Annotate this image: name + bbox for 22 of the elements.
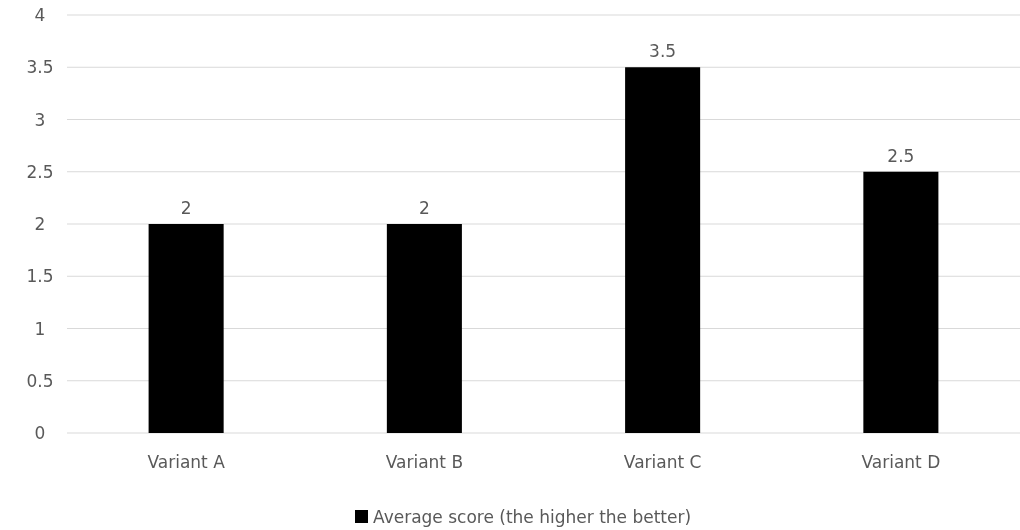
x-tick-label: Variant B xyxy=(385,452,464,472)
bar xyxy=(386,224,462,433)
data-label: 2 xyxy=(180,198,192,218)
x-tick-label: Variant C xyxy=(623,452,702,472)
bar xyxy=(148,224,224,433)
y-tick-label: 2 xyxy=(34,214,46,234)
y-tick-label: 3.5 xyxy=(26,57,54,78)
x-tick-label: Variant A xyxy=(147,452,226,472)
y-tick-label: 0.5 xyxy=(26,370,54,391)
bar xyxy=(625,67,701,433)
y-tick-label: 4 xyxy=(34,5,46,25)
data-label: 3.5 xyxy=(649,41,677,62)
y-tick-label: 3 xyxy=(34,109,46,130)
legend-label: Average score (the higher the better) xyxy=(373,507,692,527)
x-tick-label: Variant D xyxy=(861,452,941,472)
bar xyxy=(863,171,939,433)
y-tick-label: 1.5 xyxy=(26,266,54,287)
y-tick-label: 0 xyxy=(34,423,46,443)
data-label: 2.5 xyxy=(887,145,915,166)
y-tick-label: 1 xyxy=(34,318,46,339)
data-label: 2 xyxy=(418,198,430,218)
y-tick-label: 2.5 xyxy=(26,161,54,182)
